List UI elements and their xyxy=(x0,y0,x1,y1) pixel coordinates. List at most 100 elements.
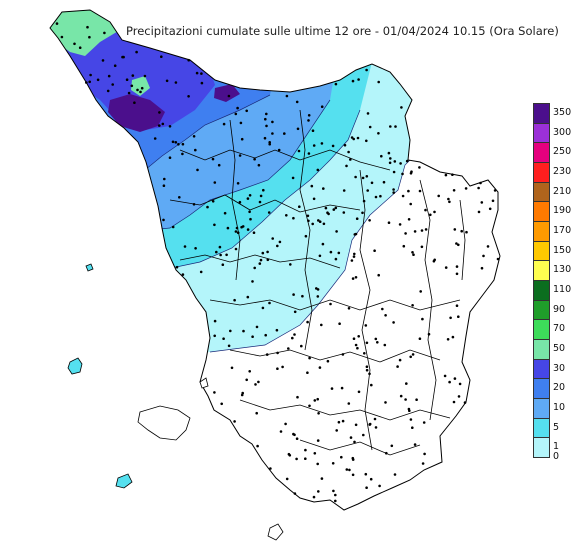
station-dot xyxy=(353,440,356,444)
station-dot xyxy=(316,462,320,466)
station-dot xyxy=(457,243,460,247)
station-dot xyxy=(389,125,392,128)
station-dot xyxy=(350,259,354,262)
station-dot xyxy=(261,306,265,310)
station-dot xyxy=(407,218,411,221)
station-dot xyxy=(218,245,222,249)
legend-label-150: 150 xyxy=(553,244,572,256)
station-dot xyxy=(342,211,346,214)
station-dot xyxy=(268,141,272,144)
station-dot xyxy=(245,378,248,382)
station-dot xyxy=(370,181,374,185)
station-dot xyxy=(251,335,254,339)
station-dot xyxy=(420,229,424,232)
station-dot xyxy=(368,219,371,222)
station-dot xyxy=(292,293,295,296)
station-dot xyxy=(259,194,263,198)
map-title: Precipitazioni cumulate sulle ultime 12 … xyxy=(126,24,559,38)
station-dot xyxy=(318,366,322,369)
station-dot xyxy=(320,323,323,327)
station-dot xyxy=(85,81,88,84)
station-dot xyxy=(304,457,307,461)
station-dot xyxy=(251,280,254,283)
station-dot xyxy=(321,242,325,246)
station-dot xyxy=(380,154,383,158)
station-dot xyxy=(404,398,407,401)
station-dot xyxy=(73,42,76,46)
station-dot xyxy=(322,222,326,226)
legend-label-50: 50 xyxy=(553,342,566,354)
station-dot xyxy=(213,181,217,184)
station-dot xyxy=(455,242,458,245)
station-dot xyxy=(206,205,209,209)
legend-swatch-20 xyxy=(533,378,550,399)
station-dot xyxy=(352,337,356,341)
station-dot xyxy=(337,420,341,424)
station-dot xyxy=(362,433,365,437)
station-dot xyxy=(234,112,238,116)
station-dot xyxy=(411,353,415,356)
station-dot xyxy=(276,351,279,355)
station-dot xyxy=(335,230,338,233)
station-dot xyxy=(368,125,372,129)
station-dot xyxy=(233,420,236,423)
station-dot xyxy=(268,142,272,146)
station-dot xyxy=(418,337,422,341)
station-dot xyxy=(401,172,404,176)
station-dot xyxy=(233,298,236,302)
station-dot xyxy=(307,114,311,117)
station-dot xyxy=(220,402,223,406)
station-dot xyxy=(477,186,480,190)
station-dot xyxy=(296,395,299,399)
station-dot xyxy=(405,382,408,385)
legend-swatch-170 xyxy=(533,221,550,242)
station-dot xyxy=(275,328,279,332)
station-dot xyxy=(347,402,351,405)
station-dot xyxy=(362,199,366,203)
station-dot xyxy=(373,417,377,421)
station-dot xyxy=(354,423,358,427)
station-dot xyxy=(283,132,286,135)
station-dot xyxy=(491,199,495,203)
station-dot xyxy=(392,188,395,191)
station-dot xyxy=(241,225,245,228)
station-dot xyxy=(264,333,268,337)
legend-swatch-90 xyxy=(533,299,550,321)
station-dot xyxy=(295,100,299,104)
station-dot xyxy=(388,161,392,165)
station-dot xyxy=(407,407,411,411)
station-dot xyxy=(413,230,417,233)
station-dot xyxy=(479,181,482,185)
station-dot xyxy=(300,344,303,348)
station-dot xyxy=(415,398,418,402)
station-dot xyxy=(258,200,262,204)
station-dot xyxy=(402,244,406,248)
station-dot xyxy=(246,295,250,299)
legend-swatch-350 xyxy=(533,103,550,124)
legend-swatch-190 xyxy=(533,201,550,222)
station-dot xyxy=(449,316,452,320)
station-dot xyxy=(398,223,402,226)
station-dot xyxy=(378,484,381,488)
station-dot xyxy=(448,380,451,384)
station-dot xyxy=(335,429,339,432)
station-dot xyxy=(107,74,111,78)
station-dot xyxy=(253,157,256,161)
station-dot xyxy=(192,135,196,138)
station-dot xyxy=(313,399,317,402)
station-dot xyxy=(331,462,335,465)
station-dot xyxy=(347,307,351,310)
station-dot xyxy=(366,112,370,115)
station-dot xyxy=(130,84,134,88)
station-dot xyxy=(488,207,492,211)
station-dot xyxy=(399,162,402,165)
station-dot xyxy=(271,237,275,240)
legend-label-90: 90 xyxy=(553,303,566,315)
station-dot xyxy=(143,74,147,78)
station-dot xyxy=(351,473,355,477)
station-dot xyxy=(317,412,320,415)
legend-label-5: 5 xyxy=(553,421,560,433)
island-elba xyxy=(137,405,191,441)
station-dot xyxy=(113,64,117,67)
